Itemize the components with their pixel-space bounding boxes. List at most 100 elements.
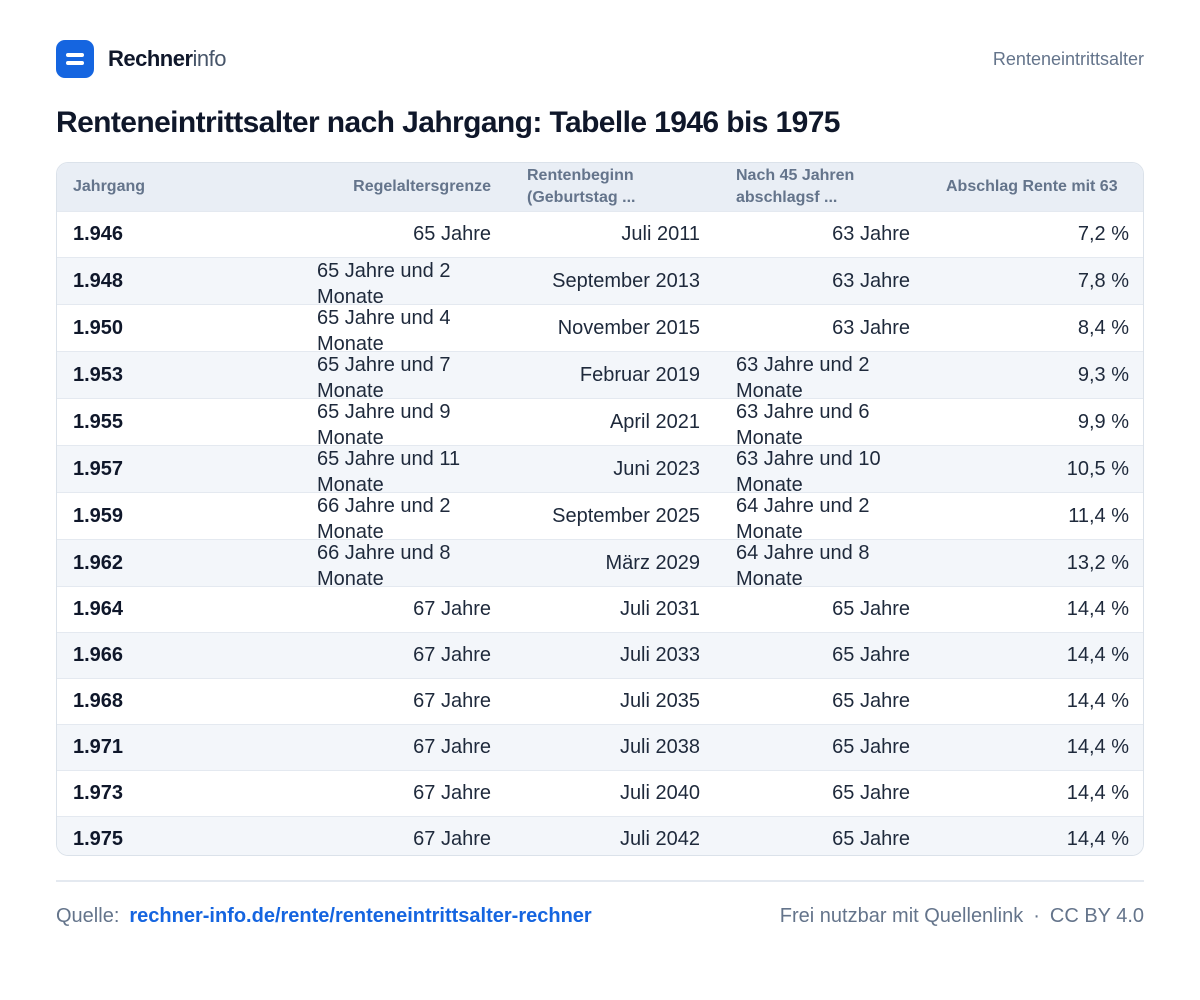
table-row: 1.962 66 Jahre und 8 Monate März 2029 64 Ja…	[57, 539, 1143, 590]
column-header-rentenbeginn[interactable]: Rentenbeginn (Geburtstag ...	[527, 166, 636, 206]
cell-nach-45-jahren: 65 Jahre	[832, 690, 910, 712]
source-link[interactable]: rechner-info.de/rente/renteneintrittsalt…	[129, 905, 592, 927]
cell-abschlag: 14,4 %	[1066, 690, 1129, 712]
cell-abschlag: 9,9 %	[1077, 410, 1129, 433]
cell-abschlag: 9,3 %	[1077, 363, 1129, 386]
column-header-abschlag[interactable]: Abschlag Rente mit 63	[946, 177, 1118, 195]
table-row: 1.950 65 Jahre und 4 Monate November 2015 6…	[57, 304, 1143, 355]
cell-rentenbeginn: Juli 2040	[619, 782, 700, 804]
table-body: 1.946 65 Jahre Juli 2011 63 Jahre 7,2 % 1.948…	[57, 211, 1143, 855]
cell-nach-45-jahren: 65 Jahre	[832, 736, 910, 758]
table-row: 1.973 67 Jahre Juli 2040 65 Jahre 14,4 %	[57, 770, 1143, 816]
cell-abschlag: 14,4 %	[1066, 828, 1129, 851]
cell-jahrgang: 1.959	[73, 504, 124, 527]
brand-logo[interactable]: Rechnerinfo	[56, 40, 227, 78]
cell-regelaltersgrenze: 67 Jahre	[413, 782, 491, 804]
brand-name-strong: Rechner	[108, 46, 193, 71]
cell-nach-45-jahren: 63 Jahre und 6 Monate	[736, 400, 870, 449]
table-row: 1.968 67 Jahre Juli 2035 65 Jahre 14,4 %	[57, 678, 1143, 724]
cell-jahrgang: 1.953	[73, 363, 124, 386]
cell-rentenbeginn: Juli 2042	[619, 828, 700, 851]
cell-abschlag: 7,8 %	[1077, 269, 1129, 292]
cell-jahrgang: 1.964	[73, 598, 124, 620]
table-row: 1.957 65 Jahre und 11 Monate Juni 2023 63 J…	[57, 445, 1143, 496]
cell-jahrgang: 1.968	[73, 690, 124, 712]
license-name: CC BY 4.0	[1049, 905, 1144, 927]
cell-regelaltersgrenze: 66 Jahre und 2 Monate	[317, 494, 451, 543]
cell-nach-45-jahren: 63 Jahre	[832, 316, 910, 339]
table-row: 1.955 65 Jahre und 9 Monate April 2021 63 J…	[57, 398, 1143, 449]
cell-jahrgang: 1.962	[73, 551, 124, 574]
table-row: 1.953 65 Jahre und 7 Monate Februar 2019 63…	[57, 351, 1143, 402]
site-header: Rechnerinfo Renteneintrittsalter	[56, 40, 1144, 78]
cell-jahrgang: 1.948	[73, 269, 124, 292]
column-header-jahrgang[interactable]: Jahrgang	[73, 177, 146, 195]
cell-abschlag: 13,2 %	[1066, 551, 1129, 574]
cell-regelaltersgrenze: 65 Jahre	[413, 223, 491, 245]
table-row: 1.971 67 Jahre Juli 2038 65 Jahre 14,4 %	[57, 724, 1143, 770]
retirement-age-table: Jahrgang Regelaltersgrenze Rentenbeginn …	[56, 162, 1144, 856]
cell-nach-45-jahren: 65 Jahre	[832, 598, 910, 620]
source-attribution: Quelle: rechner-info.de/rente/renteneint…	[56, 905, 592, 928]
cell-rentenbeginn: September 2013	[552, 269, 700, 292]
cell-regelaltersgrenze: 65 Jahre und 7 Monate	[317, 353, 451, 402]
cell-rentenbeginn: November 2015	[557, 316, 700, 339]
cell-regelaltersgrenze: 65 Jahre und 9 Monate	[317, 400, 451, 449]
cell-jahrgang: 1.950	[73, 316, 124, 339]
cell-nach-45-jahren: 64 Jahre und 8 Monate	[736, 541, 870, 590]
cell-nach-45-jahren: 65 Jahre	[832, 644, 910, 666]
table-header-row: Jahrgang Regelaltersgrenze Rentenbeginn …	[57, 163, 1143, 211]
cell-nach-45-jahren: 63 Jahre	[832, 223, 910, 245]
cell-regelaltersgrenze: 65 Jahre und 4 Monate	[317, 306, 451, 355]
cell-regelaltersgrenze: 65 Jahre und 11 Monate	[317, 447, 461, 496]
cell-nach-45-jahren: 65 Jahre	[832, 828, 910, 851]
license-info: Frei nutzbar mit Quellenlink · CC BY 4.0	[780, 905, 1144, 928]
cell-rentenbeginn: April 2021	[609, 410, 700, 433]
cell-regelaltersgrenze: 67 Jahre	[413, 736, 491, 758]
cell-nach-45-jahren: 63 Jahre und 10 Monate	[736, 447, 881, 496]
footer-divider	[56, 880, 1144, 882]
cell-jahrgang: 1.975	[73, 828, 124, 851]
cell-jahrgang: 1.946	[73, 223, 124, 245]
cell-rentenbeginn: Juli 2011	[621, 223, 700, 245]
table-row: 1.964 67 Jahre Juli 2031 65 Jahre 14,4 %	[57, 586, 1143, 632]
cell-rentenbeginn: Februar 2019	[579, 363, 700, 386]
cell-rentenbeginn: Juli 2038	[619, 736, 700, 758]
cell-abschlag: 14,4 %	[1066, 736, 1129, 758]
cell-rentenbeginn: Juli 2033	[619, 644, 700, 666]
column-header-nach-45-jahren[interactable]: Nach 45 Jahren abschlagsf ...	[736, 166, 855, 206]
cell-nach-45-jahren: 64 Jahre und 2 Monate	[736, 494, 870, 543]
cell-regelaltersgrenze: 67 Jahre	[413, 690, 491, 712]
cell-abschlag: 14,4 %	[1066, 782, 1129, 804]
cell-abschlag: 11,4 %	[1068, 504, 1129, 527]
column-header-regelaltersgrenze[interactable]: Regelaltersgrenze	[353, 177, 491, 195]
brand-name: Rechnerinfo	[108, 46, 227, 72]
cell-rentenbeginn: September 2025	[552, 504, 700, 527]
brand-name-light: info	[192, 46, 227, 71]
cell-jahrgang: 1.971	[73, 736, 124, 758]
page-title: Renteneintrittsalter nach Jahrgang: Tabe…	[56, 106, 840, 139]
cell-regelaltersgrenze: 67 Jahre	[413, 598, 491, 620]
cell-rentenbeginn: Juli 2031	[619, 598, 700, 620]
cell-abschlag: 8,4 %	[1077, 316, 1129, 339]
cell-rentenbeginn: Juni 2023	[613, 457, 700, 480]
cell-rentenbeginn: Juli 2035	[619, 690, 700, 712]
cell-jahrgang: 1.973	[73, 782, 124, 804]
cell-regelaltersgrenze: 67 Jahre	[413, 828, 491, 851]
cell-regelaltersgrenze: 67 Jahre	[413, 644, 491, 666]
table-row: 1.946 65 Jahre Juli 2011 63 Jahre 7,2 %	[57, 211, 1143, 257]
cell-jahrgang: 1.966	[73, 644, 124, 666]
table-row: 1.959 66 Jahre und 2 Monate September 2025…	[57, 492, 1143, 543]
header-nav-link[interactable]: Renteneintrittsalter	[992, 48, 1144, 69]
cell-abschlag: 14,4 %	[1066, 598, 1129, 620]
cell-nach-45-jahren: 63 Jahre und 2 Monate	[736, 353, 870, 402]
cell-jahrgang: 1.955	[73, 410, 124, 433]
cell-regelaltersgrenze: 66 Jahre und 8 Monate	[317, 541, 451, 590]
cell-abschlag: 7,2 %	[1077, 223, 1129, 245]
table-row: 1.948 65 Jahre und 2 Monate September 2013…	[57, 257, 1143, 308]
menu-lines-icon	[56, 40, 94, 78]
cell-jahrgang: 1.957	[73, 457, 124, 480]
table-row: 1.966 67 Jahre Juli 2033 65 Jahre 14,4 %	[57, 632, 1143, 678]
footer: Quelle: rechner-info.de/rente/renteneint…	[56, 905, 1144, 928]
license-text: Frei nutzbar mit Quellenlink	[779, 905, 1024, 927]
